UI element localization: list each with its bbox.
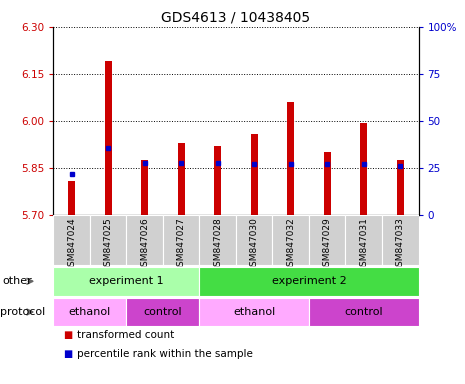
Bar [53,298,126,326]
Text: GSM847025: GSM847025 [104,217,113,272]
Text: GSM847031: GSM847031 [359,217,368,272]
Text: GSM847032: GSM847032 [286,217,295,272]
Bar [309,215,345,265]
Text: ethanol: ethanol [233,307,275,317]
Bar [397,160,404,215]
Bar [287,102,294,215]
Bar [178,143,185,215]
Bar [105,61,112,215]
Bar [90,215,126,265]
Bar [199,298,309,326]
Bar [53,215,90,265]
Bar [272,215,309,265]
Text: GSM847028: GSM847028 [213,217,222,272]
Text: GSM847024: GSM847024 [67,217,76,272]
Bar [163,215,199,265]
Text: ethanol: ethanol [69,307,111,317]
Bar [236,215,272,265]
Bar [126,298,199,326]
Text: control: control [345,307,383,317]
Text: protocol: protocol [0,307,45,317]
Bar [53,267,199,296]
Bar [126,215,163,265]
Text: transformed count: transformed count [77,330,174,340]
Bar [345,215,382,265]
Text: GSM847030: GSM847030 [250,217,259,272]
Text: experiment 1: experiment 1 [89,276,164,286]
Bar [251,134,258,215]
Bar [214,146,221,215]
Bar [141,160,148,215]
Text: GSM847029: GSM847029 [323,217,332,272]
Text: GSM847033: GSM847033 [396,217,405,272]
Text: ■: ■ [63,330,72,340]
Bar [199,215,236,265]
Text: percentile rank within the sample: percentile rank within the sample [77,349,252,359]
Text: GSM847026: GSM847026 [140,217,149,272]
Title: GDS4613 / 10438405: GDS4613 / 10438405 [161,10,311,24]
Bar [309,298,418,326]
Text: experiment 2: experiment 2 [272,276,346,286]
Bar [324,152,331,215]
Bar [360,122,367,215]
Text: GSM847027: GSM847027 [177,217,186,272]
Text: ■: ■ [63,349,72,359]
Bar [382,215,418,265]
Text: other: other [2,276,32,286]
Bar [68,180,75,215]
Bar [199,267,418,296]
Text: control: control [144,307,182,317]
